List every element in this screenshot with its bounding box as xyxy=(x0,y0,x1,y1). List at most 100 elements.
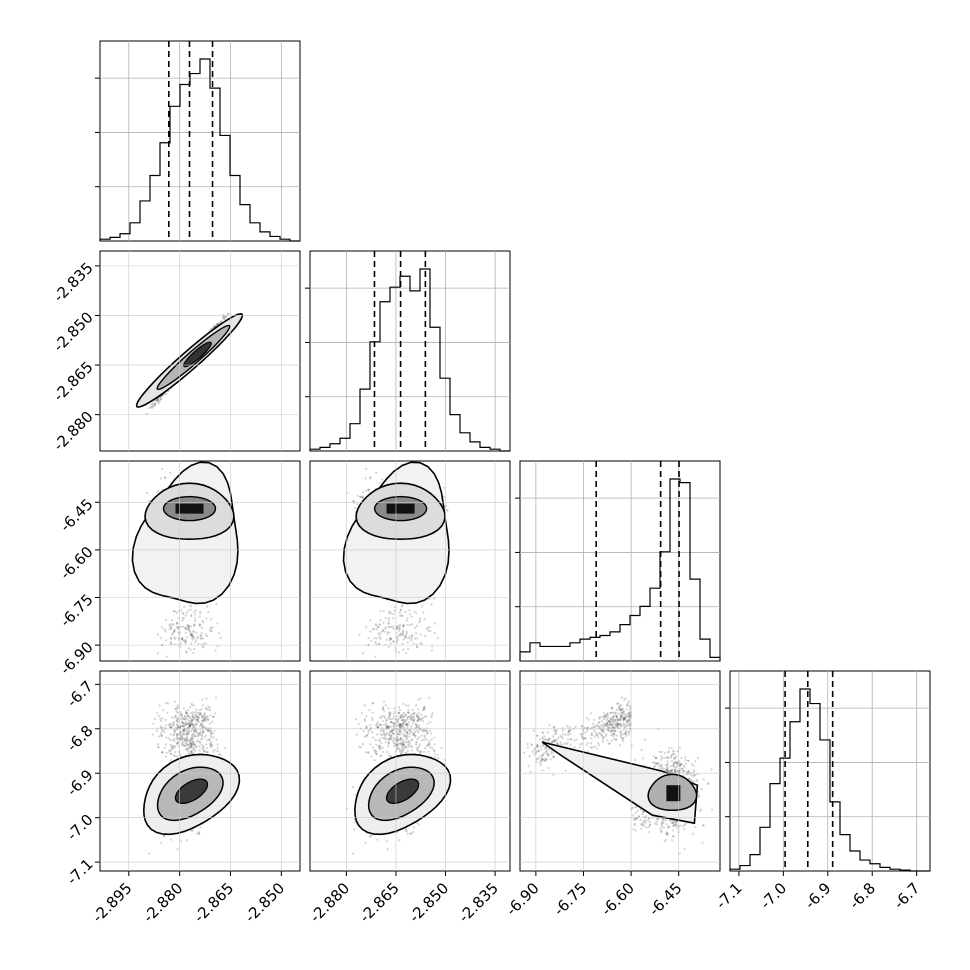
contour-inner xyxy=(183,341,212,368)
sample-point xyxy=(156,652,160,655)
sample-point xyxy=(180,637,183,640)
sample-point xyxy=(215,603,218,606)
sample-point xyxy=(416,637,419,640)
sample-point xyxy=(190,608,193,611)
sample-point xyxy=(164,630,167,633)
sample-point xyxy=(398,629,401,632)
sample-point xyxy=(379,623,382,626)
sample-point xyxy=(156,398,159,402)
sample-point xyxy=(216,322,220,325)
sample-point xyxy=(433,597,436,600)
histogram-panel-1 xyxy=(95,40,301,242)
sample-point xyxy=(155,399,158,402)
sample-point xyxy=(392,613,395,616)
sample-point xyxy=(210,629,213,633)
sample-point xyxy=(366,489,369,492)
sample-point xyxy=(154,402,157,405)
sample-point xyxy=(184,642,187,645)
sample-point xyxy=(192,651,195,655)
sample-point xyxy=(189,625,192,628)
sample-point xyxy=(173,643,176,646)
sample-point xyxy=(188,624,191,628)
sample-point xyxy=(358,633,361,636)
sample-point xyxy=(185,640,188,644)
sample-point xyxy=(396,627,399,630)
sample-point xyxy=(446,509,449,512)
sample-point xyxy=(171,619,174,622)
sample-point xyxy=(414,637,417,640)
sample-point xyxy=(367,488,370,491)
sample-point xyxy=(408,635,411,638)
sample-point xyxy=(194,619,197,622)
sample-point xyxy=(369,476,372,479)
sample-point xyxy=(184,631,187,634)
sample-point xyxy=(205,642,208,645)
sample-point xyxy=(198,615,201,618)
sample-point xyxy=(202,621,205,624)
sample-point xyxy=(205,617,208,620)
sample-point xyxy=(384,626,387,629)
sample-point xyxy=(210,618,213,621)
sample-point xyxy=(176,622,179,625)
sample-point xyxy=(159,397,163,401)
sample-point xyxy=(148,406,151,410)
sample-point xyxy=(174,628,177,631)
sample-point xyxy=(182,617,185,620)
sample-point xyxy=(150,402,153,405)
sample-point xyxy=(408,623,411,626)
sample-point xyxy=(370,639,373,642)
sample-point xyxy=(152,404,155,408)
sample-point xyxy=(190,633,193,636)
sample-point xyxy=(173,636,176,639)
sample-point xyxy=(194,613,197,616)
sample-point xyxy=(384,627,387,630)
sample-point xyxy=(403,636,406,639)
sample-point xyxy=(189,633,192,636)
sample-point xyxy=(212,325,215,328)
sample-point xyxy=(157,402,160,405)
sample-point xyxy=(378,633,382,636)
sample-point xyxy=(220,319,223,322)
sample-point xyxy=(390,625,393,629)
sample-point xyxy=(191,638,194,641)
sample-point xyxy=(382,610,385,613)
sample-point xyxy=(149,405,152,408)
sample-point xyxy=(429,629,432,633)
sample-point xyxy=(384,643,387,646)
sample-point xyxy=(410,639,413,642)
sample-point xyxy=(401,615,404,618)
sample-point xyxy=(180,609,183,612)
sample-point xyxy=(388,617,391,620)
sample-point xyxy=(406,617,409,620)
sample-point xyxy=(387,619,390,622)
sample-point xyxy=(181,625,184,628)
sample-point xyxy=(184,638,187,641)
sample-point xyxy=(151,406,154,409)
sample-point xyxy=(185,614,188,617)
sample-point xyxy=(181,617,184,620)
sample-point xyxy=(361,491,364,494)
sample-point xyxy=(199,634,202,638)
sample-point xyxy=(402,638,405,641)
sample-point xyxy=(204,633,207,636)
sample-point xyxy=(188,629,192,632)
sample-point xyxy=(397,634,400,637)
sample-point xyxy=(222,317,225,320)
sample-point xyxy=(169,640,172,644)
sample-point xyxy=(395,640,398,643)
sample-point xyxy=(361,652,364,655)
sample-point xyxy=(356,503,359,506)
tick-label-y: -2.835 xyxy=(50,259,97,306)
sample-point xyxy=(399,634,402,637)
sample-point xyxy=(375,642,378,645)
sample-point xyxy=(181,639,184,642)
sample-point xyxy=(418,621,421,624)
sample-point xyxy=(386,631,389,634)
histogram-panel-4 xyxy=(725,670,931,872)
sample-point xyxy=(442,486,445,489)
sample-point xyxy=(189,648,192,651)
sample-point xyxy=(158,396,162,400)
sample-point xyxy=(165,392,168,395)
sample-point xyxy=(156,399,159,402)
